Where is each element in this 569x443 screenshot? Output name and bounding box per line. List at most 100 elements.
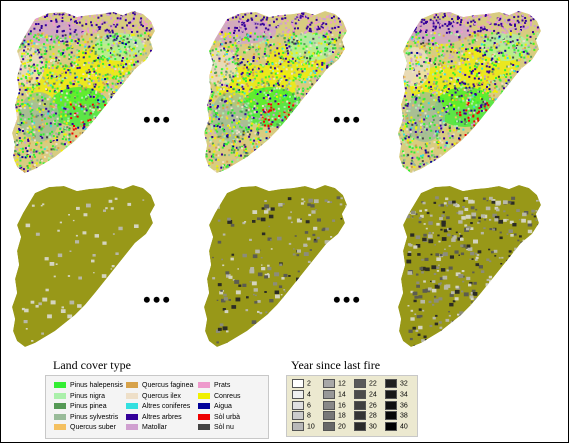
landcover-map-2 <box>201 7 361 182</box>
ellipsis-bottom-1: ••• <box>143 287 173 312</box>
fire-legend-item: 2 <box>292 379 311 389</box>
landcover-legend-item: Quercus suber <box>54 423 116 433</box>
landcover-map-3 <box>395 7 555 182</box>
landcover-swatch <box>54 382 66 389</box>
landcover-label: Pinus sylvestris <box>70 413 119 421</box>
landcover-legend-item: Prats <box>198 381 230 391</box>
fire-swatch <box>354 389 366 399</box>
fire-legend-item: 12 <box>323 379 346 389</box>
fire-label: 34 <box>400 391 408 399</box>
fire-label: 20 <box>338 423 346 431</box>
fire-legend-item: 32 <box>385 379 408 389</box>
fire-swatch <box>323 389 335 399</box>
ellipsis-top-1: ••• <box>143 107 173 132</box>
fire-legend-item: 28 <box>354 411 377 421</box>
landcover-swatch <box>54 424 66 431</box>
landcover-swatch <box>198 392 210 399</box>
fire-legend-item: 36 <box>385 400 408 411</box>
fire-legend-item: 30 <box>354 422 377 432</box>
landcover-label: Prats <box>214 382 231 389</box>
fire-label: 36 <box>400 401 408 409</box>
fire-swatch <box>385 389 397 399</box>
landcover-swatch <box>198 424 210 431</box>
landcover-legend-title: Land cover type <box>53 358 131 372</box>
fire-label: 14 <box>338 391 346 399</box>
fire-legend-item: 10 <box>292 422 315 432</box>
fire-legend-item: 18 <box>323 411 346 421</box>
fire-swatch <box>323 411 335 421</box>
fire-map-2 <box>201 181 361 356</box>
fire-map-1 <box>9 181 169 356</box>
landcover-legend-item: Conreus <box>198 392 240 402</box>
landcover-swatch <box>126 403 138 410</box>
landcover-legend: Pinus halepensis Pinus nigra Pinus pinea Pi… <box>45 375 269 439</box>
fire-label: 10 <box>307 423 315 431</box>
fire-legend-item: 20 <box>323 422 346 432</box>
fire-legend-item: 16 <box>323 400 346 411</box>
landcover-swatch <box>126 392 138 399</box>
ellipsis-top-2: ••• <box>333 107 363 132</box>
landcover-legend-item: Quercus ilex <box>126 392 181 402</box>
fire-legend-item: 40 <box>385 422 408 432</box>
map-canvas <box>12 11 155 173</box>
fire-label: 24 <box>369 391 377 399</box>
landcover-label: Matollar <box>142 424 167 431</box>
landcover-label: Conreus <box>214 392 241 400</box>
landcover-legend-item: Pinus nigra <box>54 392 105 402</box>
fire-label: 18 <box>338 412 346 420</box>
fire-label: 26 <box>369 401 377 409</box>
fire-swatch <box>354 422 366 432</box>
fire-label: 8 <box>307 412 311 420</box>
fire-label: 40 <box>400 423 408 431</box>
fire-legend-item: 8 <box>292 411 311 421</box>
fire-swatch <box>354 400 366 410</box>
landcover-legend-item: Sòl nu <box>198 423 234 433</box>
fire-swatch <box>323 422 335 432</box>
landcover-swatch <box>54 413 66 420</box>
landcover-swatch <box>126 413 138 420</box>
landcover-swatch <box>54 403 66 410</box>
landcover-legend-item: Altres arbres <box>126 413 182 423</box>
fire-legend-item: 14 <box>323 389 346 400</box>
landcover-swatch <box>198 382 210 389</box>
fire-swatch <box>354 379 366 388</box>
ellipsis-bottom-2: ••• <box>333 287 363 312</box>
fire-map-3 <box>395 181 555 356</box>
fire-legend-item: 34 <box>385 389 408 400</box>
map-canvas <box>12 185 155 347</box>
fire-label: 16 <box>338 401 346 409</box>
fire-label: 32 <box>400 380 408 388</box>
map-canvas <box>204 185 347 347</box>
fire-label: 28 <box>369 412 377 420</box>
landcover-label: Quercus ilex <box>142 392 181 400</box>
fire-label: 38 <box>400 412 408 420</box>
landcover-legend-item: Pinus halepensis <box>54 381 123 391</box>
fire-legend-item: 6 <box>292 400 311 411</box>
landcover-label: Quercus suber <box>70 424 116 431</box>
map-canvas <box>204 11 347 173</box>
fire-legend-title: Year since last fire <box>291 358 381 372</box>
landcover-legend-item: Sòl urbà <box>198 413 240 423</box>
landcover-swatch <box>198 413 210 420</box>
landcover-legend-item: Quercus faginea <box>126 381 193 391</box>
fire-swatch <box>385 422 397 432</box>
fire-legend-item: 4 <box>292 389 311 400</box>
fire-legend-item: 24 <box>354 389 377 400</box>
fire-label: 22 <box>369 380 377 388</box>
map-canvas <box>398 185 541 347</box>
landcover-legend-item: Matollar <box>126 423 167 433</box>
landcover-legend-item: Aigua <box>198 402 232 412</box>
fire-swatch <box>385 411 397 421</box>
landcover-map-1 <box>9 7 169 182</box>
landcover-label: Sòl nu <box>214 424 234 431</box>
fire-label: 6 <box>307 401 311 409</box>
landcover-label: Altres arbres <box>142 413 182 421</box>
landcover-label: Altres coniferes <box>142 403 191 410</box>
fire-swatch <box>292 400 304 410</box>
fire-swatch <box>323 400 335 410</box>
fire-label: 2 <box>307 380 311 388</box>
fire-swatch <box>292 389 304 399</box>
fire-legend-item: 38 <box>385 411 408 421</box>
landcover-label: Quercus faginea <box>142 382 194 389</box>
